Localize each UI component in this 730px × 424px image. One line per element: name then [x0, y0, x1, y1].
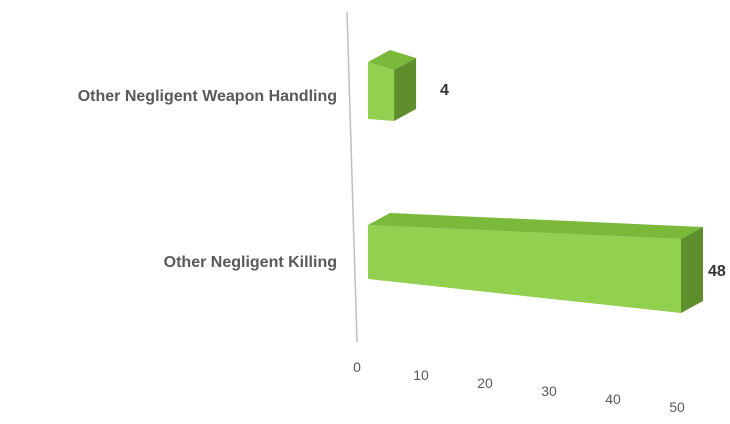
x-tick-label: 40	[605, 391, 621, 407]
bar-front	[368, 225, 681, 313]
data-label: 4	[440, 82, 449, 99]
bar-front	[368, 62, 395, 121]
y-axis-line	[346, 11, 358, 343]
x-tick-label: 20	[477, 375, 493, 391]
x-tick-label: 30	[541, 383, 557, 399]
bar-top-face	[368, 213, 703, 239]
category-label: Other Negligent Weapon Handling	[78, 88, 337, 105]
bar-side-face	[681, 227, 703, 313]
x-tick-label: 50	[669, 399, 685, 415]
category-label: Other Negligent Killing	[164, 254, 337, 271]
x-tick-label: 10	[413, 367, 429, 383]
data-label: 48	[708, 263, 726, 280]
bar-top-face	[368, 50, 417, 70]
x-tick-label: 0	[353, 359, 361, 375]
bar-side-face	[394, 58, 417, 121]
